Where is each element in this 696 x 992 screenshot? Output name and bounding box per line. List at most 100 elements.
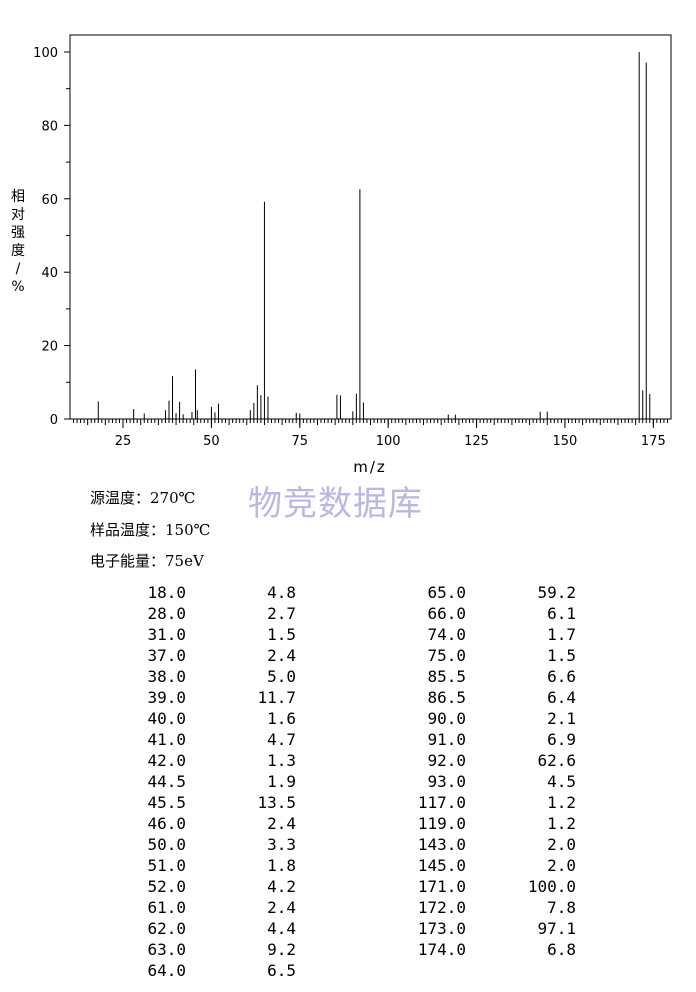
y-tick-label: 80 <box>41 119 58 134</box>
peak-row: 65.0 59.2 <box>380 582 576 603</box>
peak-row: 63.0 9.2 <box>100 939 296 960</box>
peak-table-left: 18.0 4.8 28.0 2.7 31.0 1.5 37.0 2.4 38.0 5.0 39.0 1… <box>100 582 296 981</box>
mz-value: 172.0 <box>417 898 466 917</box>
intensity-value: 4.4 <box>267 919 296 938</box>
x-tick-label: 100 <box>376 434 401 449</box>
mz-value: 38.0 <box>147 667 186 686</box>
mz-value: 51.0 <box>147 856 186 875</box>
mz-value: 145.0 <box>417 856 466 875</box>
spectrum-peaks <box>97 52 651 419</box>
peak-row: 66.0 6.1 <box>380 603 576 624</box>
mass-spectrum-chart: 25 50 75 100 125 150 175 0 20 40 60 80 100 m/z <box>33 34 672 476</box>
intensity-value: 6.8 <box>547 940 576 959</box>
peak-row: 39.0 11.7 <box>100 687 296 708</box>
mz-value: 62.0 <box>147 919 186 938</box>
peak-row: 45.5 13.5 <box>100 792 296 813</box>
peak-row: 173.0 97.1 <box>380 918 576 939</box>
peak-row: 18.0 4.8 <box>100 582 296 603</box>
mz-value: 28.0 <box>147 604 186 623</box>
intensity-value: 6.4 <box>547 688 576 707</box>
condition-value: 150℃ <box>165 521 211 539</box>
y-axis-ticks: 0 20 40 60 80 100 <box>33 46 70 428</box>
peak-table-right: 65.0 59.2 66.0 6.1 74.0 1.7 75.0 1.5 85.5 6.6 86.5… <box>380 582 576 960</box>
y-label-char: 度 <box>11 243 25 259</box>
intensity-value: 1.6 <box>267 709 296 728</box>
y-label-char: % <box>11 279 25 295</box>
peak-row: 171.0 100.0 <box>380 876 576 897</box>
mz-value: 42.0 <box>147 751 186 770</box>
peak-row: 46.0 2.4 <box>100 813 296 834</box>
intensity-value: 59.2 <box>537 583 576 602</box>
peak-row: 143.0 2.0 <box>380 834 576 855</box>
mz-value: 74.0 <box>427 625 466 644</box>
peak-row: 174.0 6.8 <box>380 939 576 960</box>
intensity-value: 1.5 <box>547 646 576 665</box>
mz-value: 93.0 <box>427 772 466 791</box>
peak-row: 75.0 1.5 <box>380 645 576 666</box>
condition-value: 270℃ <box>150 489 196 507</box>
peak-row: 74.0 1.7 <box>380 624 576 645</box>
electron-energy: 电子能量：75eV <box>90 550 204 571</box>
intensity-value: 2.4 <box>267 646 296 665</box>
mz-value: 52.0 <box>147 877 186 896</box>
mz-value: 44.5 <box>147 772 186 791</box>
intensity-value: 1.7 <box>547 625 576 644</box>
intensity-value: 3.3 <box>267 835 296 854</box>
peak-row: 62.0 4.4 <box>100 918 296 939</box>
intensity-value: 6.6 <box>547 667 576 686</box>
intensity-value: 2.7 <box>267 604 296 623</box>
mz-value: 65.0 <box>427 583 466 602</box>
condition-label: 样品温度： <box>90 521 166 539</box>
mz-value: 75.0 <box>427 646 466 665</box>
intensity-value: 1.9 <box>267 772 296 791</box>
mz-value: 31.0 <box>147 625 186 644</box>
peak-row: 93.0 4.5 <box>380 771 576 792</box>
mz-value: 143.0 <box>417 835 466 854</box>
peak-row: 38.0 5.0 <box>100 666 296 687</box>
condition-label: 电子能量： <box>90 552 166 570</box>
y-label-char: 对 <box>11 207 25 223</box>
mz-value: 119.0 <box>417 814 466 833</box>
mz-value: 173.0 <box>417 919 466 938</box>
peak-row: 40.0 1.6 <box>100 708 296 729</box>
y-tick-label: 20 <box>41 340 58 355</box>
source-temperature: 源温度：270℃ <box>90 487 195 508</box>
intensity-value: 62.6 <box>537 751 576 770</box>
plot-frame <box>69 34 672 420</box>
peak-row: 85.5 6.6 <box>380 666 576 687</box>
x-tick-label: 175 <box>641 434 666 449</box>
intensity-value: 2.4 <box>267 814 296 833</box>
x-tick-label: 125 <box>464 434 489 449</box>
intensity-value: 1.2 <box>547 814 576 833</box>
mz-value: 171.0 <box>417 877 466 896</box>
intensity-value: 6.9 <box>547 730 576 749</box>
peak-row: 61.0 2.4 <box>100 897 296 918</box>
y-axis-label: 相 对 强 度 / % <box>8 188 28 296</box>
peak-row: 50.0 3.3 <box>100 834 296 855</box>
condition-value: 75eV <box>165 552 204 570</box>
y-tick-label: 0 <box>50 413 58 428</box>
mz-value: 174.0 <box>417 940 466 959</box>
mz-value: 86.5 <box>427 688 466 707</box>
y-tick-label: 60 <box>41 193 58 208</box>
peak-row: 28.0 2.7 <box>100 603 296 624</box>
peak-row: 119.0 1.2 <box>380 813 576 834</box>
intensity-value: 4.2 <box>267 877 296 896</box>
mz-value: 66.0 <box>427 604 466 623</box>
intensity-value: 1.5 <box>267 625 296 644</box>
mz-value: 40.0 <box>147 709 186 728</box>
x-tick-label: 25 <box>115 434 132 449</box>
peak-row: 52.0 4.2 <box>100 876 296 897</box>
mz-value: 91.0 <box>427 730 466 749</box>
peak-row: 86.5 6.4 <box>380 687 576 708</box>
peak-row: 44.5 1.9 <box>100 771 296 792</box>
intensity-value: 7.8 <box>547 898 576 917</box>
intensity-value: 4.5 <box>547 772 576 791</box>
mz-value: 50.0 <box>147 835 186 854</box>
y-tick-label: 100 <box>33 46 58 61</box>
intensity-value: 1.2 <box>547 793 576 812</box>
mz-value: 92.0 <box>427 751 466 770</box>
x-tick-label: 75 <box>292 434 309 449</box>
y-label-char: 相 <box>11 189 25 205</box>
peak-row: 91.0 6.9 <box>380 729 576 750</box>
